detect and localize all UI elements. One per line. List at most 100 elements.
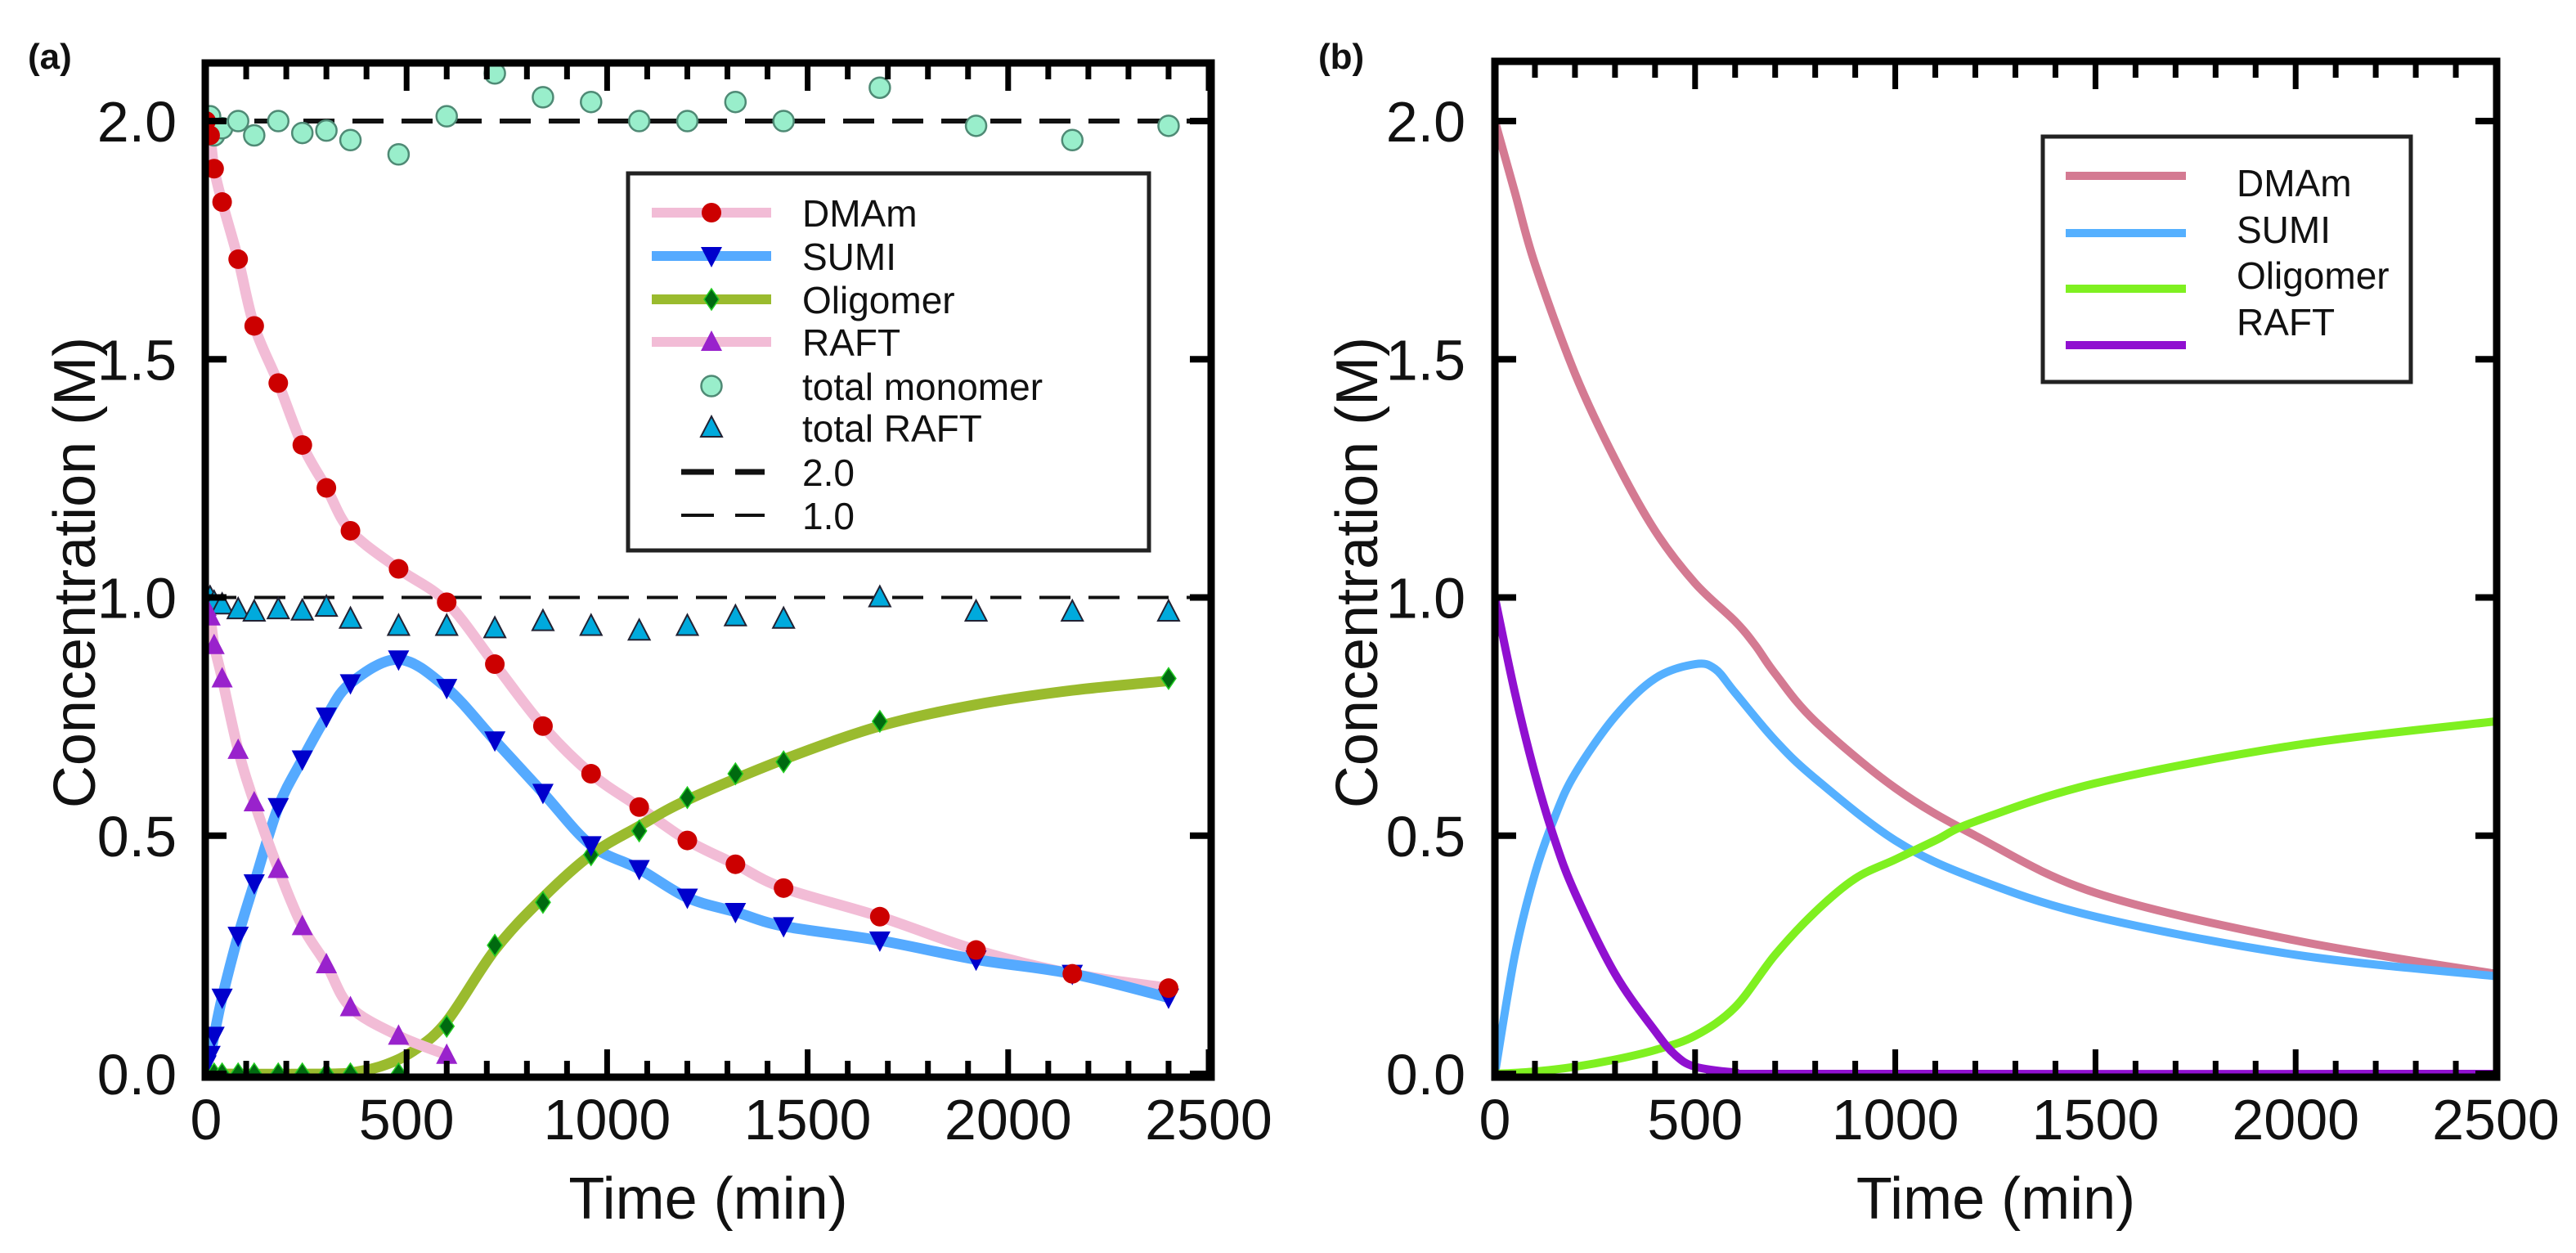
legend-item: SUMI (652, 236, 896, 278)
plot-frame (201, 59, 1215, 1081)
data-point-triangle-up (579, 613, 604, 636)
data-point-diamond (1160, 667, 1177, 690)
data-point-circle (437, 592, 457, 613)
data-point-triangle-down (388, 650, 410, 671)
y-tick-label: 2.0 (97, 90, 177, 154)
line-oligomer (1495, 716, 2497, 1077)
data-point-circle (339, 128, 362, 152)
y-tick-label: 1.0 (1386, 567, 1465, 631)
data-point-triangle-down (580, 836, 602, 857)
y-tick-label: 1.5 (1386, 328, 1465, 392)
data-point-triangle-up (267, 857, 289, 878)
legend-item: Oligomer (652, 279, 955, 321)
plot-area (1495, 117, 2497, 1077)
legend-label: 1.0 (802, 495, 855, 537)
data-point-triangle-up (243, 790, 265, 811)
x-tick-label: 1000 (544, 1088, 671, 1152)
data-point-circle (244, 316, 264, 336)
data-point-circle (485, 654, 505, 675)
data-point-triangle-down (211, 988, 233, 1009)
data-point-circle (581, 764, 601, 784)
legend-item: 2.0 (681, 451, 855, 494)
y-tick-label: 1.0 (97, 567, 177, 631)
x-tick-label: 2000 (2232, 1088, 2359, 1152)
data-point-diamond (535, 890, 551, 914)
data-point-circle (1062, 963, 1083, 984)
legend-label: SUMI (2237, 209, 2331, 251)
series-dmam (205, 111, 1178, 999)
data-point-diamond (438, 1014, 456, 1039)
data-point-triangle-down (339, 674, 361, 695)
data-point-circle (1061, 128, 1084, 152)
data-point-triangle-up (338, 605, 363, 629)
data-point-triangle-up (963, 598, 989, 622)
data-point-triangle-down (436, 679, 458, 700)
data-point-circle (869, 906, 890, 927)
legend-item: RAFT (2066, 301, 2335, 349)
x-tick-label: 1000 (1832, 1088, 1959, 1152)
legend-item: total RAFT (699, 407, 982, 450)
legend-label: total RAFT (802, 407, 982, 450)
data-point-triangle-up (701, 330, 722, 351)
data-point-triangle-up (205, 604, 221, 626)
data-point-triangle-up (227, 738, 249, 759)
data-point-circle (868, 76, 891, 99)
legend-item: 1.0 (681, 495, 855, 537)
data-point-triangle-up (868, 584, 892, 608)
legend-item: Oligomer (2066, 254, 2390, 297)
data-point-triangle-up (290, 597, 315, 621)
data-point-circle (227, 110, 249, 132)
data-point-triangle-up (205, 633, 225, 654)
data-point-circle (724, 90, 747, 114)
data-point-diamond (871, 709, 888, 734)
series-raft (205, 595, 458, 1064)
data-point-circle (435, 105, 458, 128)
legend-label: DMAm (2237, 162, 2352, 204)
data-point-triangle-down (725, 902, 747, 923)
data-point-triangle-down (316, 707, 338, 729)
panel-label: (b) (1318, 37, 1364, 77)
data-point-triangle-up (386, 613, 411, 636)
data-point-diamond (487, 933, 504, 958)
data-point-diamond (679, 785, 696, 810)
legend-label: SUMI (802, 236, 896, 278)
data-point-triangle-up (1156, 598, 1181, 622)
data-point-triangle-up (266, 595, 290, 620)
data-point-triangle-up (314, 593, 339, 618)
data-point-circle (205, 159, 224, 179)
data-point-circle (243, 124, 266, 147)
data-point-triangle-up (242, 598, 267, 622)
y-tick-label: 1.5 (97, 328, 177, 392)
data-point-diamond (631, 819, 648, 843)
data-point-triangle-down (484, 731, 506, 752)
data-point-triangle-up (209, 591, 235, 615)
data-point-circle (1158, 978, 1178, 999)
data-point-triangle-down (868, 931, 891, 952)
y-axis-label: Concentration (M) (1325, 337, 1390, 808)
x-tick-label: 2500 (1145, 1088, 1272, 1152)
legend-label: Oligomer (802, 279, 955, 321)
data-point-circle (268, 373, 289, 393)
legend-item: RAFT (652, 321, 900, 364)
data-point-triangle-down (243, 874, 265, 895)
y-tick-label: 0.5 (1386, 805, 1465, 869)
x-tick-label: 2500 (2432, 1088, 2560, 1152)
data-point-triangle-up (482, 615, 507, 639)
data-point-circle (316, 478, 337, 498)
data-point-circle (629, 797, 649, 817)
legend-label: Oligomer (2237, 254, 2390, 297)
data-point-circle (774, 878, 794, 898)
data-point-triangle-up (675, 613, 700, 636)
data-point-triangle-down (701, 247, 722, 267)
data-point-triangle-up (699, 414, 724, 438)
x-tick-label: 0 (191, 1088, 222, 1152)
data-point-circle (675, 110, 699, 132)
data-point-triangle-down (227, 927, 249, 948)
data-point-circle (388, 559, 409, 579)
data-point-triangle-up (316, 953, 338, 974)
data-point-circle (700, 375, 723, 397)
legend-item: SUMI (2066, 209, 2331, 251)
data-point-triangle-down (205, 1026, 225, 1048)
plot-frame (1491, 57, 2501, 1081)
